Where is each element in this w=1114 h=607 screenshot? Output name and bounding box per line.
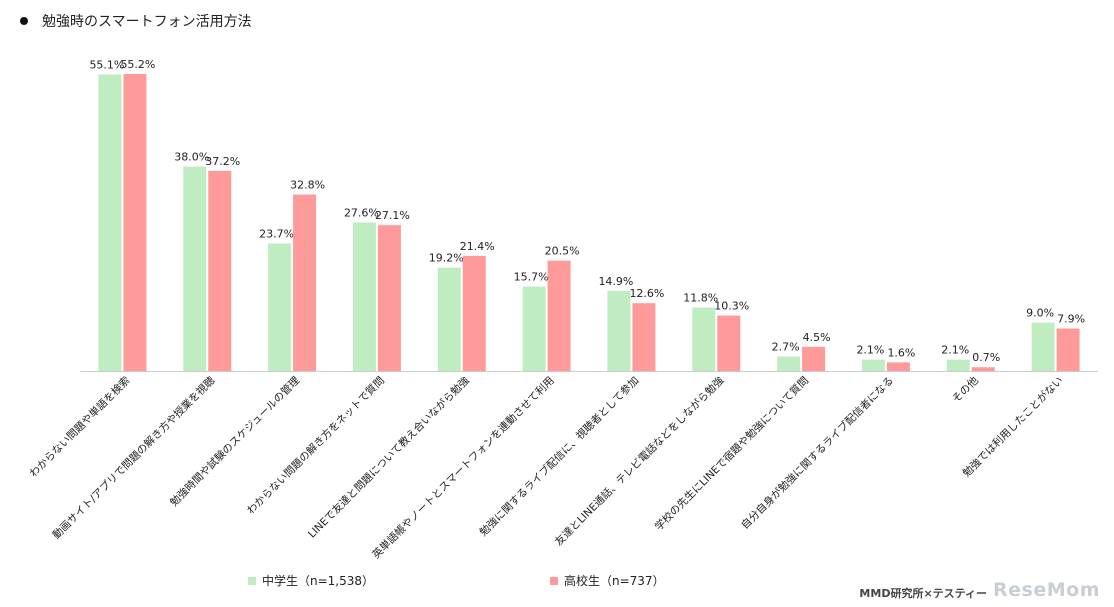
data-label-senior-4: 21.4% [460,240,495,253]
data-label-senior-5: 20.5% [545,245,580,258]
bar-junior-6 [607,290,631,371]
category-label-8: 学校の先生にLINEで宿題や勉強について質問 [652,374,811,533]
category-label-9: 自分自身が勉強に関するライブ配信者になる [738,374,896,532]
data-label-junior-2: 23.7% [259,227,294,240]
data-label-senior-3: 27.1% [375,209,410,222]
legend-item-junior: 中学生（n=1,538） [248,572,374,589]
category-label-0: わからない問題や単語を検索 [27,374,133,480]
source-credit: MMD研究所×テスティー [859,587,988,600]
bar-senior-0 [123,74,147,371]
category-label-3: わからない問題の解き方をネットで質問 [244,374,387,517]
data-label-senior-11: 7.9% [1057,312,1085,325]
data-label-junior-0: 55.1% [89,59,124,72]
bar-senior-6 [632,303,656,371]
category-label-4: LINEで友達と問題について教え合いながら勉強 [305,374,472,541]
data-label-senior-10: 0.7% [972,351,1000,364]
credit-area: MMD研究所×テスティー ReseMom [859,579,1100,601]
legend-item-senior: 高校生（n=737） [550,572,665,589]
data-label-junior-9: 2.1% [856,344,884,357]
bar-senior-5 [547,260,571,371]
bar-senior-3 [377,225,401,371]
data-label-junior-4: 19.2% [429,252,464,265]
legend-label-junior: 中学生（n=1,538） [262,574,375,588]
data-label-junior-5: 15.7% [514,271,549,284]
data-label-junior-10: 2.1% [941,344,969,357]
data-label-senior-0: 55.2% [120,58,155,71]
title-bullet-icon [20,17,28,25]
legend-swatch-senior [550,576,558,585]
bar-junior-9 [861,359,885,371]
category-label-11: 勉強では利用したことがない [960,374,1066,480]
data-label-junior-3: 27.6% [344,207,379,220]
legend-label-senior: 高校生（n=737） [564,574,665,588]
bar-junior-10 [946,359,970,371]
data-label-junior-11: 9.0% [1026,307,1054,320]
category-label-7: 友達とLINE通話、テレビ電話などをしながら勉強 [552,374,727,549]
resemom-logo: ReseMom [993,579,1100,601]
data-label-senior-1: 37.2% [205,155,240,168]
data-label-junior-6: 14.9% [598,275,633,288]
bar-senior-1 [208,170,232,371]
data-label-senior-2: 32.8% [290,179,325,192]
bar-senior-10 [971,367,995,371]
bar-junior-4 [437,267,461,371]
bar-senior-9 [886,362,910,371]
bar-junior-8 [777,356,801,371]
bar-junior-7 [692,307,716,371]
bar-junior-0 [98,74,122,372]
data-label-senior-9: 1.6% [887,346,915,359]
data-label-junior-8: 2.7% [772,340,800,353]
category-label-10: その他 [949,374,981,406]
category-label-6: 勉強に関するライブ配信に、視聴者として参加 [477,374,642,539]
chart-title-row: 勉強時のスマートフォン活用方法 [20,9,252,33]
legend-swatch-junior [248,576,256,585]
bar-junior-5 [522,286,546,371]
bar-senior-7 [717,315,741,371]
bar-senior-8 [802,346,826,371]
bar-junior-3 [352,222,376,371]
data-label-senior-8: 4.5% [803,331,831,344]
bar-junior-11 [1031,322,1055,371]
category-label-2: 勉強時間や試験のスケジュールの管理 [167,374,302,509]
data-label-junior-1: 38.0% [174,151,209,164]
category-label-1: 動画サイト/アプリで問題の解き方や授業を視聴 [50,374,218,542]
data-label-senior-7: 10.3% [714,300,749,313]
bar-junior-2 [268,243,292,371]
data-label-senior-6: 12.6% [629,287,664,300]
bar-senior-11 [1056,328,1080,371]
bar-senior-2 [293,194,317,371]
data-label-junior-7: 11.8% [683,292,718,305]
category-label-5: 英単語帳やノートとスマートフォンを連動させて利用 [370,374,557,561]
chart-title: 勉強時のスマートフォン活用方法 [42,14,252,30]
bar-senior-4 [462,255,486,371]
bar-junior-1 [183,166,207,371]
